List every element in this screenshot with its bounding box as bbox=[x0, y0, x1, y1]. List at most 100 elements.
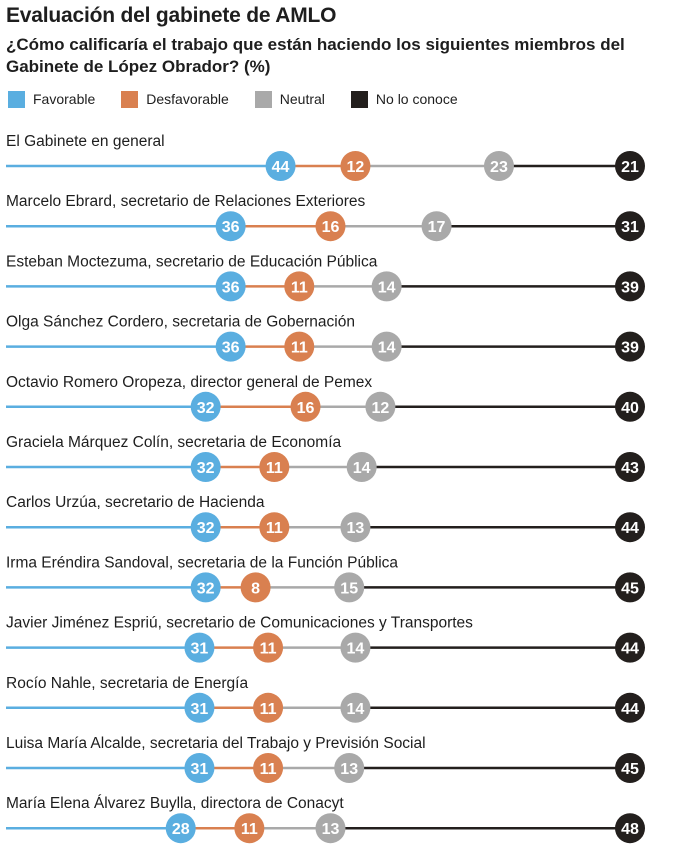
value-label-favorable: 36 bbox=[222, 279, 240, 296]
row-7: Carlos Urzúa, secretario de Hacienda 32 11… bbox=[6, 494, 645, 543]
value-label-favorable: 31 bbox=[191, 761, 209, 778]
value-label-desfavorable: 12 bbox=[347, 159, 365, 176]
value-label-favorable: 32 bbox=[197, 520, 215, 537]
marker-no-lo-conoce bbox=[615, 692, 645, 723]
marker-no-lo-conoce bbox=[615, 211, 645, 242]
row-label: Irma Eréndira Sandoval, secretaria de la… bbox=[6, 554, 398, 571]
value-label-neutral: 14 bbox=[347, 641, 365, 658]
value-label-desfavorable: 11 bbox=[291, 340, 308, 357]
marker-neutral bbox=[315, 813, 346, 844]
value-label-no-lo-conoce: 45 bbox=[621, 580, 639, 597]
marker-no-lo-conoce bbox=[615, 391, 645, 422]
legend-item-favorable: Favorable bbox=[8, 90, 96, 108]
legend-item-neutral: Neutral bbox=[254, 90, 325, 108]
marker-no-lo-conoce bbox=[615, 512, 645, 543]
value-label-favorable: 36 bbox=[222, 219, 240, 236]
value-label-neutral: 14 bbox=[347, 701, 365, 718]
value-label-neutral: 13 bbox=[322, 821, 340, 838]
marker-favorable bbox=[190, 512, 221, 543]
value-label-desfavorable: 11 bbox=[291, 279, 308, 296]
value-label-no-lo-conoce: 43 bbox=[621, 460, 639, 477]
value-label-favorable: 31 bbox=[191, 641, 209, 658]
value-label-favorable: 31 bbox=[191, 701, 209, 718]
marker-neutral bbox=[483, 151, 514, 181]
value-label-desfavorable: 16 bbox=[322, 219, 340, 236]
marker-desfavorable bbox=[234, 813, 265, 844]
marker-no-lo-conoce bbox=[615, 572, 645, 603]
marker-neutral bbox=[371, 271, 402, 302]
marker-neutral bbox=[334, 753, 365, 783]
marker-no-lo-conoce bbox=[615, 151, 645, 181]
value-label-favorable: 44 bbox=[272, 159, 290, 176]
row-label: Marcelo Ebrard, secretario de Relaciones… bbox=[6, 193, 365, 210]
marker-desfavorable bbox=[315, 211, 346, 242]
value-label-neutral: 13 bbox=[340, 761, 358, 778]
value-label-no-lo-conoce: 39 bbox=[621, 340, 639, 357]
value-label-desfavorable: 16 bbox=[297, 400, 315, 417]
legend-swatch-favorable bbox=[8, 90, 25, 108]
legend-item-no-lo-conoce: No lo conoce bbox=[350, 90, 458, 108]
value-label-no-lo-conoce: 44 bbox=[621, 701, 639, 718]
row-12: María Elena Álvarez Buylla, directora de… bbox=[6, 795, 645, 844]
value-label-neutral: 12 bbox=[372, 400, 390, 417]
marker-no-lo-conoce bbox=[615, 331, 645, 362]
marker-no-lo-conoce bbox=[615, 753, 645, 783]
value-label-desfavorable: 11 bbox=[260, 761, 277, 778]
marker-favorable bbox=[184, 632, 215, 663]
value-label-desfavorable: 11 bbox=[241, 821, 258, 838]
value-label-desfavorable: 11 bbox=[260, 701, 277, 718]
marker-no-lo-conoce bbox=[615, 452, 645, 482]
marker-desfavorable bbox=[253, 753, 284, 783]
marker-neutral bbox=[334, 572, 365, 603]
row-label: Carlos Urzúa, secretario de Hacienda bbox=[6, 494, 265, 511]
value-label-favorable: 32 bbox=[197, 580, 215, 597]
row-label: María Elena Álvarez Buylla, directora de… bbox=[6, 795, 344, 812]
marker-favorable bbox=[265, 151, 296, 181]
value-label-favorable: 32 bbox=[197, 460, 215, 477]
marker-desfavorable bbox=[284, 271, 315, 302]
chart-title: Evaluación del gabinete de AMLO bbox=[6, 4, 337, 27]
marker-neutral bbox=[340, 632, 371, 663]
value-label-desfavorable: 11 bbox=[260, 641, 277, 658]
marker-favorable bbox=[215, 271, 246, 302]
marker-desfavorable bbox=[240, 572, 271, 603]
row-11: Luisa María Alcalde, secretaria del Trab… bbox=[6, 735, 645, 783]
marker-favorable bbox=[215, 331, 246, 362]
legend-swatch-neutral bbox=[254, 90, 272, 108]
value-label-neutral: 14 bbox=[353, 460, 371, 477]
value-label-neutral: 14 bbox=[378, 279, 396, 296]
value-label-favorable: 32 bbox=[197, 400, 215, 417]
legend-label-neutral: Neutral bbox=[279, 91, 325, 107]
marker-favorable bbox=[190, 572, 221, 603]
row-6: Graciela Márquez Colín, secretaria de Ec… bbox=[6, 434, 645, 482]
row-label: Octavio Romero Oropeza, director general… bbox=[6, 374, 372, 391]
value-label-no-lo-conoce: 21 bbox=[621, 159, 639, 176]
chart-subtitle: ¿Cómo calificaría el trabajo que están h… bbox=[6, 35, 625, 76]
marker-desfavorable bbox=[290, 391, 321, 422]
row-3: Esteban Moctezuma, secretario de Educaci… bbox=[6, 253, 645, 302]
marker-favorable bbox=[184, 692, 215, 723]
value-label-neutral: 23 bbox=[490, 159, 508, 176]
row-label: Esteban Moctezuma, secretario de Educaci… bbox=[6, 253, 378, 270]
marker-desfavorable bbox=[253, 632, 284, 663]
marker-desfavorable bbox=[259, 512, 290, 543]
legend-label-no-lo-conoce: No lo conoce bbox=[375, 91, 458, 107]
value-label-neutral: 15 bbox=[340, 580, 358, 597]
value-label-no-lo-conoce: 44 bbox=[621, 641, 639, 658]
legend-label-favorable: Favorable bbox=[33, 91, 96, 107]
value-label-favorable: 36 bbox=[222, 340, 240, 357]
marker-desfavorable bbox=[253, 692, 284, 723]
row-label: Olga Sánchez Cordero, secretaria de Gobe… bbox=[6, 314, 355, 331]
marker-neutral bbox=[365, 391, 396, 422]
marker-neutral bbox=[340, 692, 371, 723]
value-label-favorable: 28 bbox=[172, 821, 190, 838]
marker-neutral bbox=[346, 452, 377, 482]
row-9: Javier Jiménez Espriú, secretario de Com… bbox=[6, 615, 645, 663]
row-2: Marcelo Ebrard, secretario de Relaciones… bbox=[6, 193, 645, 242]
legend-item-desfavorable: Desfavorable bbox=[121, 90, 229, 108]
legend-swatch-desfavorable bbox=[121, 90, 139, 108]
legend-swatch-no-lo-conoce bbox=[350, 90, 368, 108]
marker-desfavorable bbox=[284, 331, 315, 362]
marker-favorable bbox=[190, 391, 221, 422]
